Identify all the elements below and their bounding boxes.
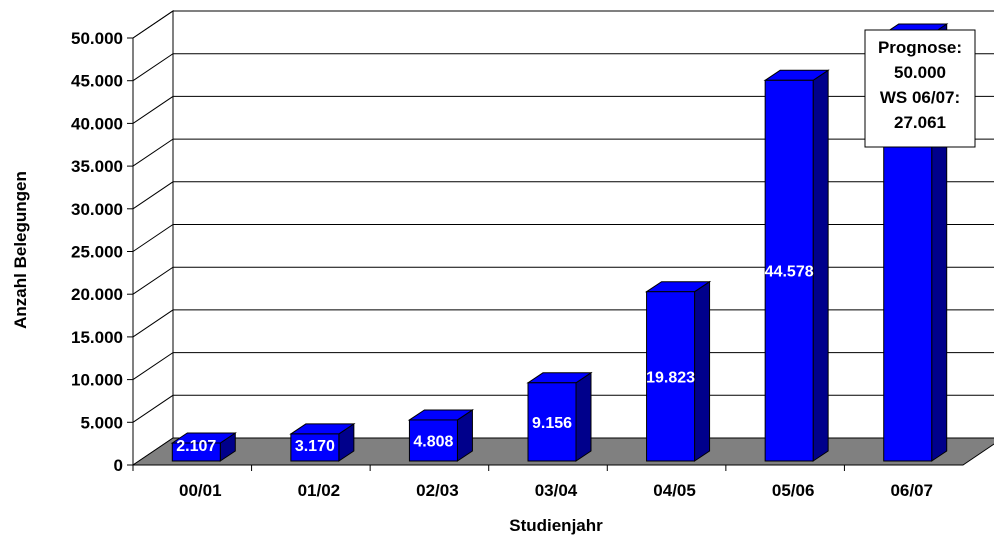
y-tick-label: 20.000 (71, 285, 123, 304)
bar-front (764, 79, 814, 462)
x-axis-title: Studienjahr (509, 516, 603, 535)
bar (763, 69, 830, 462)
callout-line: WS 06/07: (880, 88, 960, 107)
gridline (132, 224, 994, 252)
callout-line: 50.000 (894, 63, 946, 82)
data-label: 19.823 (646, 369, 695, 386)
bar (644, 280, 712, 462)
gridline (132, 181, 994, 210)
y-tick-label: 10.000 (71, 371, 123, 390)
bar-side (812, 69, 829, 462)
data-label: 9.156 (532, 415, 572, 432)
gridline (132, 266, 994, 295)
y-axis-title: Anzahl Belegungen (11, 171, 30, 329)
prognose-callout: Prognose: 50.000 WS 06/07: 27.061 (864, 29, 976, 148)
x-tick-label: 01/02 (298, 481, 341, 500)
data-label: 3.170 (295, 438, 335, 455)
gridline (132, 394, 994, 423)
gridline (132, 138, 994, 167)
y-tick-label: 5.000 (80, 413, 123, 432)
y-tick-label: 40.000 (71, 114, 123, 133)
y-tick-label: 30.000 (71, 200, 123, 219)
gridlines (132, 10, 994, 423)
bar (289, 422, 356, 462)
x-tick-labels: 00/01 01/02 02/03 03/04 04/05 05/06 06/07 (179, 481, 933, 500)
bar-front (646, 291, 696, 462)
callout-line: 27.061 (894, 113, 946, 132)
data-label: 4.808 (413, 433, 453, 450)
y-tick-labels: 0 5.000 10.000 15.000 20.000 25.000 30.000 35.0… (71, 29, 123, 475)
gridline (132, 352, 994, 381)
bar (170, 432, 237, 462)
y-tick-label: 35.000 (71, 157, 123, 176)
y-tick-label: 15.000 (71, 328, 123, 347)
bars (170, 23, 949, 462)
gridline (132, 10, 994, 39)
bar (526, 371, 593, 462)
x-tick-label: 04/05 (653, 481, 696, 500)
x-tick-label: 05/06 (772, 481, 815, 500)
y-tick-label: 0 (114, 456, 123, 475)
y-tick-label: 45.000 (71, 72, 123, 91)
x-tick-label: 00/01 (179, 481, 222, 500)
bar-front (171, 442, 221, 462)
x-tick-label: 02/03 (416, 481, 459, 500)
bar-front (527, 382, 577, 462)
data-labels: 2.107 3.170 4.808 9.156 19.823 44.578 (176, 264, 813, 455)
gridline (132, 53, 994, 82)
x-tick-label: 06/07 (890, 481, 933, 500)
gridline (132, 95, 994, 124)
axes (127, 37, 963, 471)
data-label: 2.107 (176, 438, 216, 455)
y-tick-label: 25.000 (71, 243, 123, 262)
bar-side (694, 280, 711, 462)
bar-front (408, 419, 458, 462)
callout-line: Prognose: (878, 38, 962, 57)
bar (407, 409, 475, 462)
gridline (132, 309, 994, 338)
y-tick-label: 50.000 (71, 29, 123, 48)
data-label: 44.578 (765, 264, 814, 281)
bar-front (290, 433, 340, 462)
callout-box (864, 29, 976, 148)
bar-side (575, 371, 592, 462)
x-tick-label: 03/04 (535, 481, 578, 500)
